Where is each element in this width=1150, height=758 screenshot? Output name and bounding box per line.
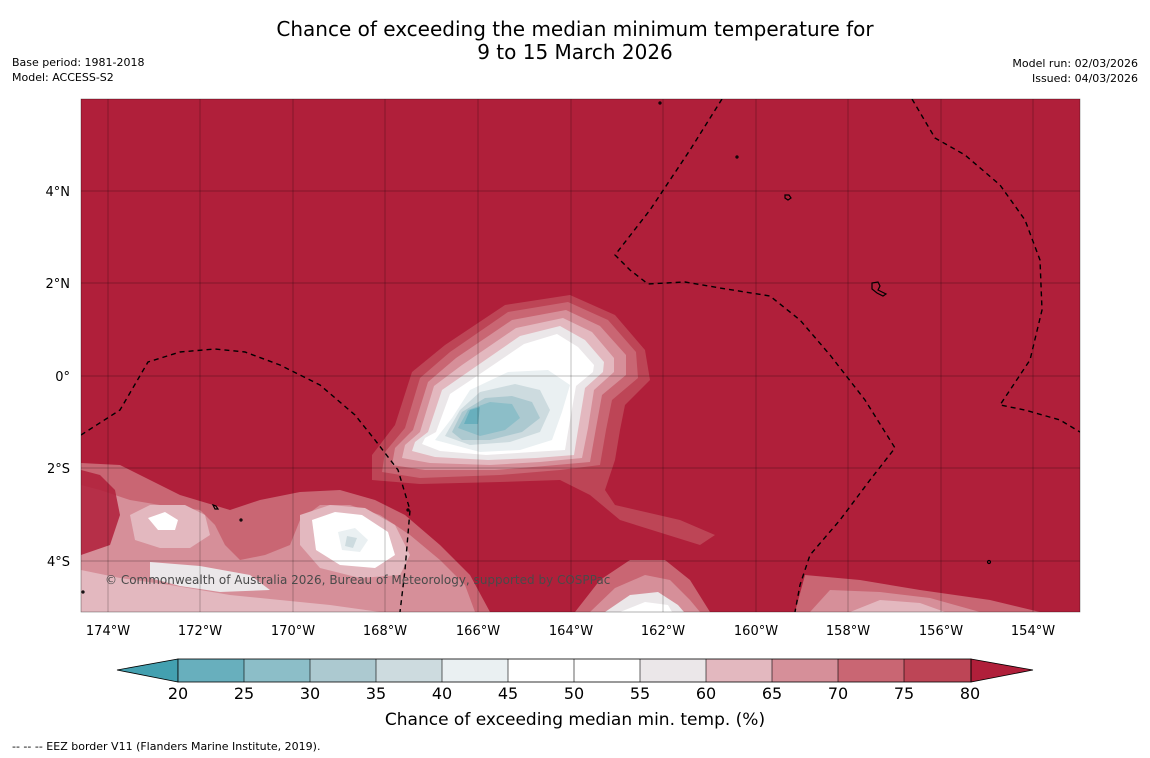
colorbar-segment [640, 659, 706, 682]
lon-label: 168°W [363, 624, 407, 639]
eez-borders [81, 99, 1080, 612]
islands [81, 101, 992, 594]
lat-label: 4°S [47, 555, 70, 570]
colorbar-segment [376, 659, 442, 682]
colorbar-segment [310, 659, 376, 682]
title-line-1: Chance of exceeding the median minimum t… [276, 17, 874, 41]
colorbar-tick: 20 [168, 684, 188, 703]
lon-label: 166°W [456, 624, 500, 639]
meta-left: Base period: 1981-2018 Model: ACCESS-S2 [12, 55, 144, 85]
lon-label: 164°W [549, 624, 593, 639]
copyright-text: © Commonwealth of Australia 2026, Bureau… [105, 573, 610, 587]
colorbar-segment [772, 659, 838, 682]
issued-date: Issued: 04/03/2026 [1031, 72, 1138, 85]
lon-label: 156°W [919, 624, 963, 639]
colorbar-segment [442, 659, 508, 682]
colorbar-segment [838, 659, 904, 682]
latitude-labels: 4°N 2°N 0° 2°S 4°S [46, 185, 71, 570]
lon-label: 160°W [734, 624, 778, 639]
lon-label: 154°W [1011, 624, 1055, 639]
colorbar-tick: 30 [300, 684, 320, 703]
colorbar-tick: 75 [894, 684, 914, 703]
colorbar-high-extend [970, 658, 1034, 683]
colorbar-tick: 35 [366, 684, 386, 703]
central-anomaly [372, 295, 715, 545]
lon-label: 174°W [86, 624, 130, 639]
colorbar-segment [904, 659, 971, 682]
colorbar-label: Chance of exceeding median min. temp. (%… [385, 710, 765, 730]
colorbar-segment [178, 659, 244, 682]
title-line-2: 9 to 15 March 2026 [477, 40, 673, 64]
map-area: © Commonwealth of Australia 2026, Bureau… [81, 99, 1080, 612]
map-title: Chance of exceeding the median minimum t… [0, 18, 1150, 64]
model-name: Model: ACCESS-S2 [12, 71, 114, 84]
longitude-labels: 174°W 172°W 170°W 168°W 166°W 164°W 162°… [86, 624, 1055, 639]
south-anomaly [575, 560, 1040, 612]
colorbar-segment [508, 659, 574, 682]
colorbar-tick: 45 [498, 684, 518, 703]
model-run: Model run: 02/03/2026 [1012, 57, 1138, 70]
colorbar-tick: 25 [234, 684, 254, 703]
eez-footnote: -- -- -- EEZ border V11 (Flanders Marine… [12, 740, 321, 753]
colorbar: 20 25 30 35 40 45 50 55 60 65 70 75 80 C… [116, 658, 1034, 730]
colorbar-tick: 40 [432, 684, 452, 703]
lon-label: 158°W [826, 624, 870, 639]
colorbar-ticks: 20 25 30 35 40 45 50 55 60 65 70 75 80 [168, 684, 980, 703]
colorbar-segment [706, 659, 772, 682]
southwest-anomaly [81, 463, 490, 612]
colorbar-segment [574, 659, 640, 682]
lon-label: 170°W [271, 624, 315, 639]
colorbar-tick: 70 [828, 684, 848, 703]
lon-label: 172°W [178, 624, 222, 639]
meta-right: Model run: 02/03/2026 Issued: 04/03/2026 [1012, 56, 1138, 86]
colorbar-tick: 55 [630, 684, 650, 703]
graticule [81, 99, 1080, 612]
lat-label: 4°N [46, 185, 71, 200]
colorbar-low-extend [116, 658, 179, 683]
lat-label: 2°S [47, 462, 70, 477]
colorbar-tick: 50 [564, 684, 584, 703]
lat-label: 2°N [46, 277, 71, 292]
colorbar-tick: 80 [960, 684, 980, 703]
lon-label: 162°W [641, 624, 685, 639]
colorbar-segment [244, 659, 310, 682]
map-frame [80, 98, 1081, 613]
colorbar-tick: 60 [696, 684, 716, 703]
colorbar-tick: 65 [762, 684, 782, 703]
base-period: Base period: 1981-2018 [12, 56, 145, 69]
lat-label: 0° [55, 370, 70, 385]
